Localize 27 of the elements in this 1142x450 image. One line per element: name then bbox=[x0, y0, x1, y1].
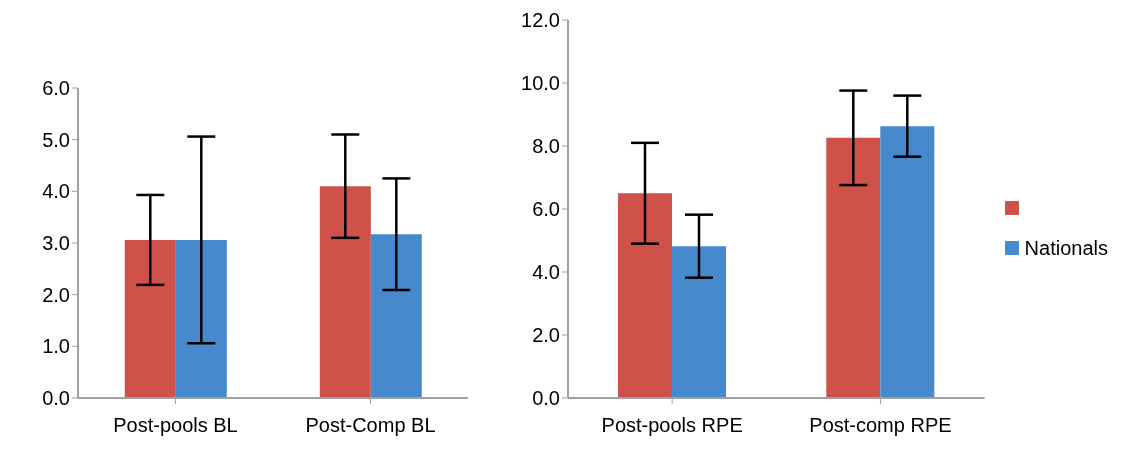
y-tick-label: 5.0 bbox=[42, 128, 70, 151]
bar bbox=[880, 126, 935, 398]
bar bbox=[671, 246, 726, 398]
y-tick-label: 0.0 bbox=[42, 387, 70, 410]
y-tick-label: 12.0 bbox=[521, 9, 560, 32]
x-tick-label: Post-comp RPE bbox=[809, 414, 952, 437]
bar bbox=[826, 137, 881, 398]
y-tick-label: 6.0 bbox=[42, 77, 70, 100]
bar bbox=[370, 234, 422, 398]
y-tick-label: 8.0 bbox=[532, 135, 560, 158]
x-tick-label: Post-pools BL bbox=[113, 414, 238, 437]
x-tick-label: Post-Comp BL bbox=[305, 414, 436, 437]
y-tick-label: 2.0 bbox=[42, 283, 70, 306]
y-tick-label: 2.0 bbox=[532, 324, 560, 347]
x-tick-label: Post-pools RPE bbox=[601, 414, 743, 437]
legend-label: Nationals bbox=[1024, 236, 1108, 260]
y-tick-label: 0.0 bbox=[532, 387, 560, 410]
y-tick-label: 1.0 bbox=[42, 335, 70, 358]
y-tick-label: 6.0 bbox=[532, 198, 560, 221]
bar bbox=[617, 193, 672, 398]
bar bbox=[319, 186, 371, 398]
bar bbox=[175, 239, 227, 398]
y-tick-label: 10.0 bbox=[521, 72, 560, 95]
y-tick-label: 4.0 bbox=[42, 180, 70, 203]
bar bbox=[124, 239, 176, 398]
y-tick-label: 4.0 bbox=[532, 261, 560, 284]
y-tick-label: 3.0 bbox=[42, 232, 70, 255]
